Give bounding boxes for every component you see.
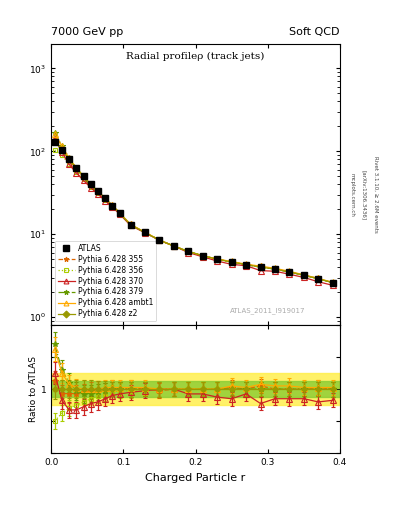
X-axis label: Charged Particle r: Charged Particle r [145,473,246,482]
Legend: ATLAS, Pythia 6.428 355, Pythia 6.428 356, Pythia 6.428 370, Pythia 6.428 379, P: ATLAS, Pythia 6.428 355, Pythia 6.428 35… [55,241,156,322]
Text: ATLAS_2011_I919017: ATLAS_2011_I919017 [230,307,306,314]
Text: 7000 GeV pp: 7000 GeV pp [51,27,123,37]
Text: Rivet 3.1.10, ≥ 2.6M events: Rivet 3.1.10, ≥ 2.6M events [373,156,378,233]
Text: Soft QCD: Soft QCD [290,27,340,37]
Bar [51,381,340,397]
Text: mcplots.cern.ch: mcplots.cern.ch [349,173,354,217]
Y-axis label: Ratio to ATLAS: Ratio to ATLAS [29,356,38,422]
Text: Radial profileρ (track jets): Radial profileρ (track jets) [126,52,265,61]
Bar [51,373,340,405]
Text: [arXiv:1306.3436]: [arXiv:1306.3436] [361,169,366,220]
